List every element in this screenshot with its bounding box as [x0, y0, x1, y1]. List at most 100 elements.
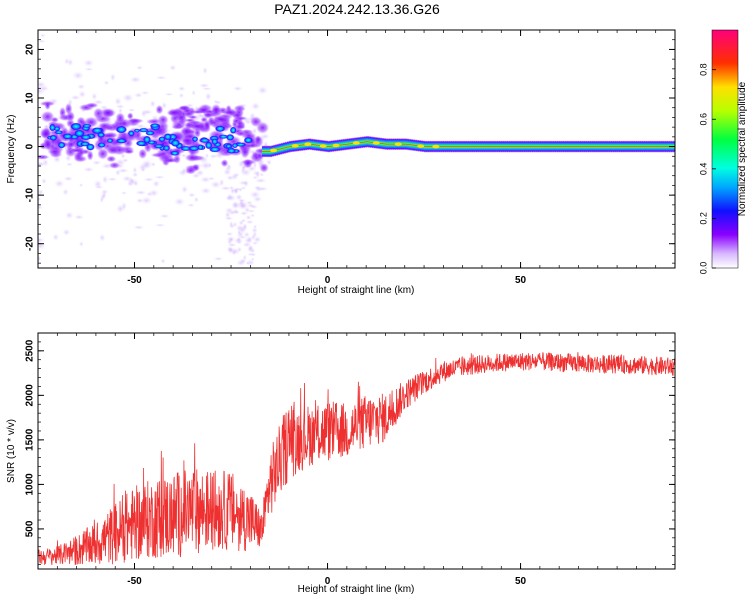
heatmap-ridge-cell [412, 139, 416, 152]
heatmap-ridge-cell [364, 135, 367, 148]
heatmap-peak-cell [138, 127, 149, 133]
heatmap-faint-cell [225, 231, 234, 236]
heatmap-ridge-cell [651, 140, 655, 153]
heatmap-cell [106, 155, 117, 163]
heatmap-cell [162, 157, 180, 163]
heatmap-faint-cell [213, 256, 224, 261]
heatmap-ridge-cell [261, 145, 265, 158]
heatmap-ridge-cell [447, 140, 450, 153]
heatmap-ridge-cell [362, 136, 365, 149]
heatmap-cell [259, 162, 269, 173]
heatmap-ridge-cell [572, 140, 576, 153]
heatmap-peak-cell [115, 138, 128, 144]
heatmap-ridge-cell [590, 140, 593, 153]
heatmap-cell [66, 140, 76, 149]
heatmap-ridge-cell [545, 140, 549, 153]
heatmap-ridge-cell [551, 140, 554, 153]
heatmap-ridge-cell [607, 140, 610, 153]
heatmap-ridge-cell [485, 140, 489, 153]
heatmap-faint-cell [133, 225, 145, 230]
heatmap-ridge-cell [613, 140, 616, 153]
heatmap-faint-cell [52, 233, 60, 241]
heatmap-faint-cell [132, 166, 138, 174]
heatmap-ridge-cell [277, 143, 280, 156]
heatmap-ridge-cell [360, 136, 363, 149]
heatmap-faint-cell [140, 91, 150, 95]
heatmap-faint-cell [265, 159, 273, 166]
heatmap-faint-cell [38, 162, 44, 168]
heatmap-faint-cell [78, 90, 87, 98]
heatmap-faint-cell [103, 80, 110, 86]
spectrogram-y-tick-label: 0 [25, 143, 36, 149]
heatmap-ridge-cell [478, 140, 481, 153]
heatmap-ridge-peak [319, 144, 327, 148]
heatmap-ridge-cell [285, 141, 288, 154]
heatmap-faint-cell [228, 236, 235, 243]
heatmap-ridge-cell [281, 142, 284, 155]
heatmap-cells [38, 30, 275, 266]
heatmap-faint-cell [160, 258, 166, 264]
snr-y-tick-label: 2500 [25, 339, 36, 362]
heatmap-faint-cell [239, 211, 249, 216]
heatmap-ridge-cell [425, 140, 429, 153]
heatmap-faint-cell [213, 99, 218, 104]
heatmap-ridge-peak [291, 143, 299, 148]
heatmap-faint-cell [253, 185, 262, 190]
heatmap-peak-cell [82, 123, 92, 128]
heatmap-ridge-cell [495, 140, 499, 153]
heatmap-ridge-cell [379, 137, 383, 150]
heatmap-faint-cell [177, 86, 186, 92]
heatmap-ridge-cell [665, 140, 668, 153]
heatmap-ridge-cell [619, 140, 622, 153]
heatmap-ridge-cell [383, 137, 387, 150]
heatmap-ridge-cell [626, 140, 630, 153]
heatmap-faint-cell [70, 94, 81, 101]
heatmap-ridge-cell [487, 140, 491, 153]
heatmap-faint-cell [100, 193, 106, 201]
heatmap-faint-cell [38, 241, 46, 250]
heatmap-faint-cell [238, 220, 244, 226]
heatmap-ridge-peak [394, 142, 402, 146]
heatmap-ridge-cell [460, 140, 464, 153]
heatmap-peak-cell [204, 141, 213, 150]
heatmap-peak-cell [96, 132, 106, 138]
heatmap-ridge-cell [505, 140, 508, 153]
heatmap-ridge-cell [391, 138, 394, 151]
snr-x-tick-label: 50 [515, 576, 527, 587]
heatmap-ridge-cell [566, 140, 570, 153]
heatmap-peak-cell [225, 133, 235, 141]
heatmap-faint-cell [122, 158, 129, 163]
heatmap-ridge-cell [580, 140, 583, 153]
heatmap-cell [105, 145, 120, 155]
heatmap-cell [97, 121, 112, 130]
colorbar-tick-label: 0.6 [698, 113, 708, 126]
heatmap-ridge-cell [599, 140, 603, 153]
heatmap-ridge-cell [564, 140, 568, 153]
heatmap-ridge-cell [481, 140, 485, 153]
heatmap-ridge-cell [636, 140, 639, 153]
heatmap-faint-cell [230, 173, 239, 181]
heatmap-ridge-cell [526, 140, 529, 153]
heatmap-ridge-cell [559, 140, 562, 153]
heatmap-ridge-cell [657, 140, 661, 153]
heatmap-cell [220, 159, 229, 168]
heatmap-peak-cell [226, 147, 237, 154]
heatmap-ridge-cell [591, 140, 595, 153]
heatmap-ridge-cell [667, 140, 670, 153]
heatmap-cell [254, 135, 262, 144]
heatmap-faint-cell [38, 81, 47, 89]
colorbar-tick-label: 0.8 [698, 63, 708, 76]
heatmap-faint-cell [239, 198, 244, 207]
colorbar-scale [711, 29, 739, 269]
heatmap-ridge-cell [640, 140, 643, 153]
heatmap-ridge-cell [549, 140, 553, 153]
heatmap-faint-cell [226, 193, 234, 201]
snr-ylabel: SNR (10 * v/v) [6, 419, 17, 483]
heatmap-faint-cell [187, 192, 196, 198]
spectrogram-y-tick-label: -10 [25, 187, 36, 202]
heatmap-faint-cell [54, 179, 65, 188]
heatmap-ridge-cell [597, 140, 601, 153]
heatmap-peak-cell [149, 123, 161, 128]
heatmap-peak-cell [211, 138, 219, 145]
heatmap-ridge-cell [414, 139, 417, 152]
